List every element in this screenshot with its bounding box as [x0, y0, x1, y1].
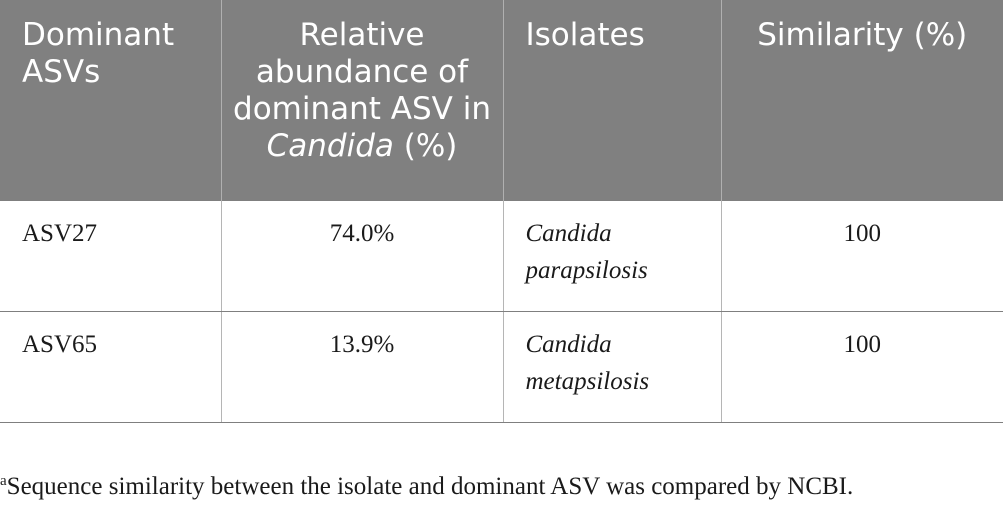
asv-table: Dominant ASVs Relative abundance of domi…	[0, 0, 1003, 423]
header-dominant-asvs: Dominant ASVs	[0, 0, 222, 200]
cell-similarity: 100	[721, 199, 1003, 312]
header-similarity: Similarity (%)	[721, 0, 1003, 200]
isolate-genus: Candida	[525, 219, 612, 247]
header-relative-abundance-text: Relative abundance of dominant ASV in	[233, 17, 491, 127]
table-row: ASV27 74.0% Candida parapsilosis 100	[0, 199, 1003, 312]
table-footnote: aSequence similarity between the isolate…	[0, 466, 853, 502]
footnote-marker: a	[0, 473, 7, 489]
cell-isolate: Candida metapsilosis	[503, 311, 722, 423]
header-relative-abundance: Relative abundance of dominant ASV in Ca…	[221, 0, 504, 200]
footnote-text: Sequence similarity between the isolate …	[6, 473, 854, 500]
header-genus-italic: Candida	[266, 128, 394, 164]
table-row: ASV65 13.9% Candida metapsilosis 100	[0, 311, 1003, 423]
cell-asv: ASV27	[0, 199, 222, 312]
cell-abundance: 13.9%	[221, 311, 504, 423]
table-header: Dominant ASVs Relative abundance of domi…	[0, 0, 1003, 200]
cell-asv: ASV65	[0, 311, 222, 423]
data-table-container: Dominant ASVs Relative abundance of domi…	[0, 0, 1003, 423]
cell-abundance: 74.0%	[221, 199, 504, 312]
header-isolates: Isolates	[503, 0, 722, 200]
isolate-species: parapsilosis	[525, 256, 648, 284]
header-genus-suffix: (%)	[393, 128, 458, 164]
cell-similarity: 100	[721, 311, 1003, 423]
isolate-genus: Candida	[525, 330, 612, 358]
table-body: ASV27 74.0% Candida parapsilosis 100 ASV6…	[0, 199, 1003, 423]
isolate-species: metapsilosis	[525, 367, 650, 395]
header-row: Dominant ASVs Relative abundance of domi…	[0, 0, 1003, 200]
cell-isolate: Candida parapsilosis	[503, 199, 722, 312]
